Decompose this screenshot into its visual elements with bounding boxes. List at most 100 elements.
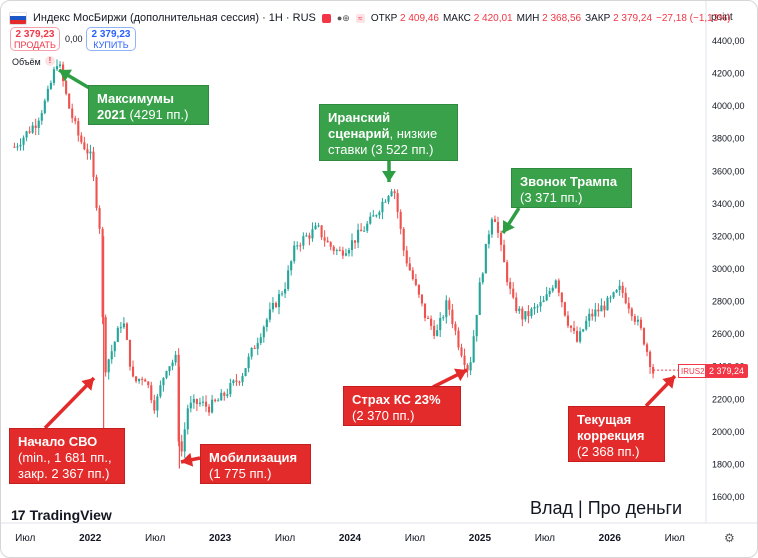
candle-body xyxy=(636,319,639,322)
y-tick-label: 4000,00 xyxy=(712,101,745,111)
gear-icon[interactable]: ⚙ xyxy=(724,531,735,545)
x-tick-label: Июл xyxy=(405,533,425,544)
dots-icon[interactable]: ●⊕ xyxy=(336,12,350,23)
candle-body xyxy=(396,193,399,212)
candle-body xyxy=(268,309,271,320)
candle-body xyxy=(588,313,591,321)
candle-body xyxy=(211,399,214,413)
candle-body xyxy=(293,245,296,262)
ohlc-item: МАКС 2 420,01 xyxy=(442,12,513,24)
ohlc-values: ОТКР 2 409,46 МАКС 2 420,01 МИН 2 368,56 ЗА… xyxy=(371,13,731,24)
candle-body xyxy=(77,121,80,136)
candle-body xyxy=(89,151,92,154)
y-tick-label: 3200,00 xyxy=(712,231,745,241)
candle-body xyxy=(454,323,457,331)
candle-body xyxy=(591,313,594,317)
candle-body xyxy=(621,285,624,293)
candle-body xyxy=(217,400,220,402)
tradingview-logo[interactable]: 17 TradingView xyxy=(11,507,112,523)
candle-body xyxy=(460,347,463,356)
candle-body xyxy=(83,142,86,150)
candle-body xyxy=(445,300,448,318)
candle-body xyxy=(271,302,274,310)
candle-body xyxy=(147,381,150,386)
candle-body xyxy=(405,250,408,264)
candle-body xyxy=(92,151,95,177)
candle-body xyxy=(527,311,530,317)
annotation-mobilization: Мобилизация (1 775 пп.) xyxy=(200,444,311,484)
candle-body xyxy=(40,113,43,121)
candle-body xyxy=(74,118,77,122)
russia-flag-icon xyxy=(9,11,27,25)
candle-body xyxy=(439,317,442,331)
candle-body xyxy=(262,326,265,338)
candle-body xyxy=(633,316,636,322)
candle-body xyxy=(545,294,548,301)
candle-body xyxy=(594,309,597,317)
candle-body xyxy=(533,307,536,309)
candle-body xyxy=(466,364,469,371)
candle-body xyxy=(232,380,235,384)
candle-body xyxy=(469,362,472,371)
chart-header: Индекс МосБиржи (дополнительная сессия) … xyxy=(9,9,731,27)
symbol-title[interactable]: Индекс МосБиржи (дополнительная сессия) … xyxy=(33,12,316,24)
candle-body xyxy=(311,229,314,239)
candle-body xyxy=(80,135,83,143)
candle-body xyxy=(472,336,475,363)
volume-label[interactable]: Объём xyxy=(12,57,41,67)
candle-body xyxy=(308,235,311,239)
candle-body xyxy=(156,396,159,411)
candle-body xyxy=(423,303,427,318)
candle-body xyxy=(560,292,563,303)
ohlc-item: −27,18 (−1,13%) xyxy=(656,12,731,24)
candle-body xyxy=(420,294,424,304)
x-tick-label: 2024 xyxy=(339,533,362,544)
y-tick-label: 3000,00 xyxy=(712,264,745,274)
candle-body xyxy=(326,240,329,243)
candle-body xyxy=(253,347,256,349)
buy-button[interactable]: 2 379,23 КУПИТЬ xyxy=(86,27,136,51)
candle-body xyxy=(576,330,579,342)
candle-body xyxy=(274,302,278,308)
volume-warning-icon: ! xyxy=(45,56,55,66)
candle-body xyxy=(19,144,22,147)
candle-body xyxy=(615,289,618,293)
candle-body xyxy=(153,400,156,411)
candle-body xyxy=(518,308,521,312)
candle-body xyxy=(624,292,627,304)
candle-body xyxy=(296,245,299,247)
candle-body xyxy=(192,399,195,403)
candle-body xyxy=(399,211,402,229)
candle-body xyxy=(128,339,132,367)
candle-body xyxy=(317,225,320,227)
sell-button[interactable]: 2 379,23 ПРОДАТЬ xyxy=(10,27,60,51)
candle-body xyxy=(214,399,217,401)
candle-body xyxy=(101,228,104,318)
candle-body xyxy=(457,330,460,348)
candle-body xyxy=(463,355,466,365)
ohlc-item: МИН 2 368,56 xyxy=(516,12,582,24)
candle-body xyxy=(284,288,287,294)
candle-body xyxy=(579,331,582,342)
candle-body xyxy=(411,270,414,279)
candle-body xyxy=(226,394,229,396)
candle-body xyxy=(68,93,71,109)
candle-body xyxy=(347,250,351,254)
candle-body xyxy=(481,273,484,283)
market-status-icon xyxy=(321,13,331,23)
candle-body xyxy=(390,191,393,197)
x-tick-label: 2023 xyxy=(209,533,232,544)
candle-body xyxy=(536,306,539,308)
last-price-badge: 2 379,24 xyxy=(705,364,749,378)
arrow-max2021-head xyxy=(59,69,73,82)
candle-body xyxy=(414,278,417,285)
candle-body xyxy=(162,377,165,386)
candle-body xyxy=(509,282,512,289)
candle-body xyxy=(58,64,62,67)
candle-body xyxy=(430,318,433,326)
candle-body xyxy=(350,240,354,251)
arrow-svo-head xyxy=(81,378,94,391)
candle-body xyxy=(515,297,518,312)
candle-body xyxy=(122,323,125,328)
